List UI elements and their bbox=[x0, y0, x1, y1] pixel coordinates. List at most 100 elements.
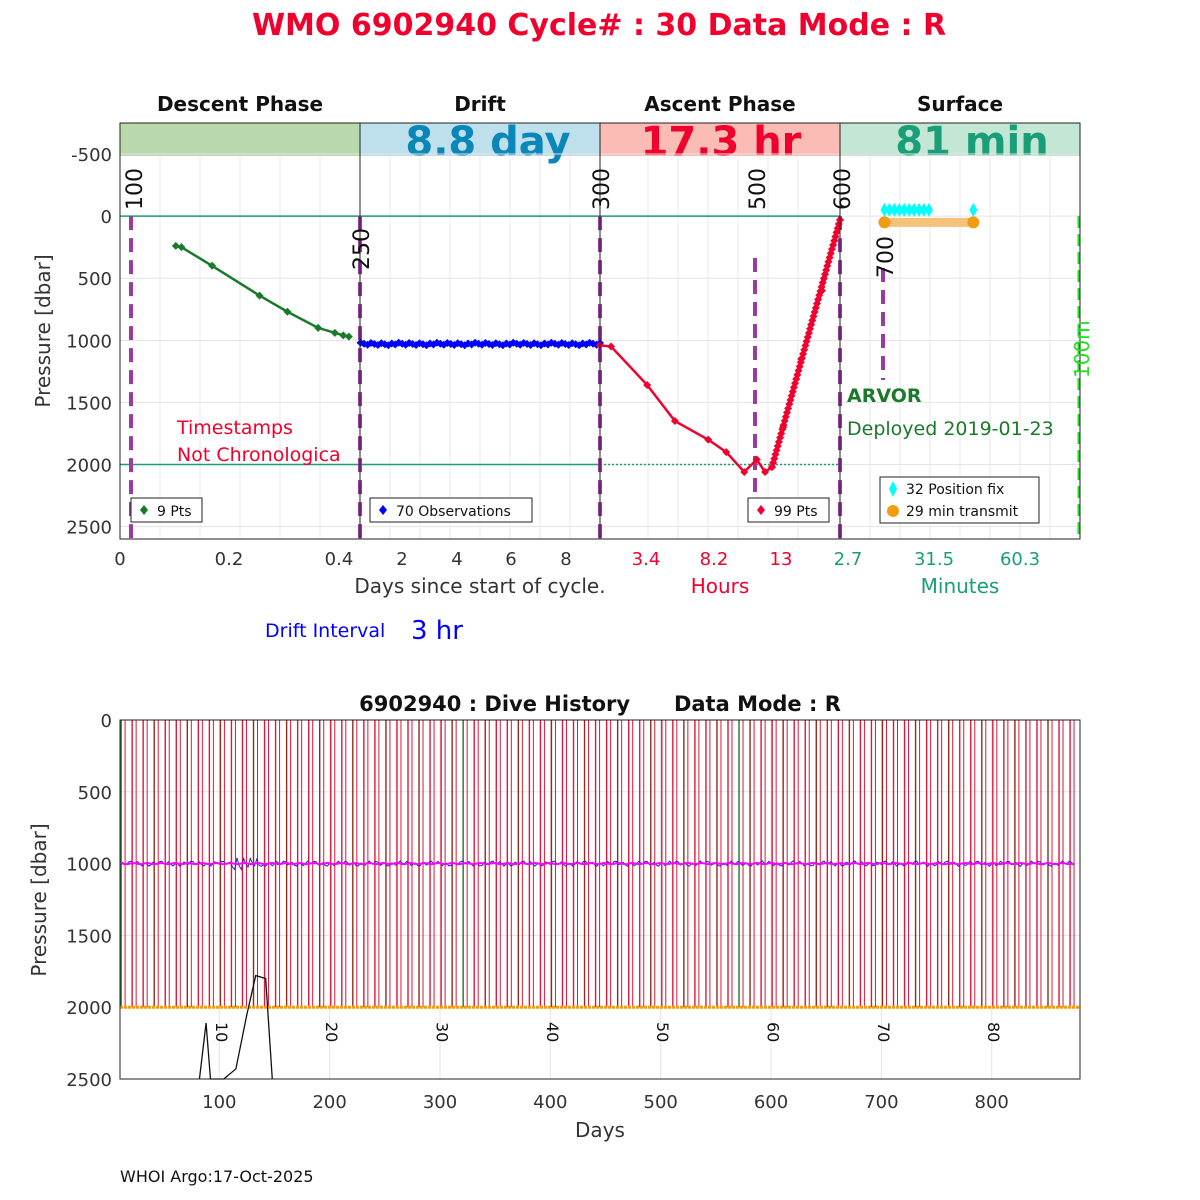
cycle-number-label: 80 bbox=[984, 1022, 1003, 1042]
drift-x-tick-label: 2 bbox=[396, 549, 407, 570]
position-fix-point bbox=[905, 202, 914, 217]
band-descent bbox=[120, 123, 360, 156]
surface-x-tick-label: 2.7 bbox=[834, 549, 863, 570]
legend-tx-label: 29 min transmit bbox=[906, 504, 1019, 520]
float-type: ARVOR bbox=[847, 385, 922, 407]
top-y-tick-label: 1500 bbox=[66, 393, 112, 414]
position-fix-point bbox=[910, 202, 919, 217]
legend-descent: 9 Pts bbox=[130, 497, 203, 523]
ascent-point bbox=[704, 435, 713, 444]
transmit-point bbox=[878, 216, 891, 229]
footer-credit: WHOI Argo:17-Oct-2025 bbox=[120, 1167, 314, 1186]
cycle-number-label: 50 bbox=[653, 1022, 672, 1042]
figure-title: WMO 6902940 Cycle# : 30 Data Mode : R bbox=[252, 8, 946, 43]
legend-ascent-marker bbox=[757, 505, 765, 515]
position-fix-point bbox=[924, 202, 933, 217]
xlabel-minutes: Minutes bbox=[921, 574, 1000, 598]
bottom-x-ticks: 100 200 300 400 500 600 700 800 bbox=[202, 1092, 1009, 1113]
bottom-y-tick-label: 1000 bbox=[66, 855, 112, 876]
ascent-x-tick-label: 3.4 bbox=[632, 549, 661, 570]
bottom-x-tick-label: 800 bbox=[975, 1092, 1009, 1113]
top-x-ticks: 0 0.2 0.4 2 4 6 8 3.4 8.2 13 2.7 31.5 60.3 bbox=[114, 549, 1040, 570]
position-fix-point bbox=[900, 202, 909, 217]
bottom-x-tick-label: 300 bbox=[423, 1092, 457, 1113]
drift-x-tick-label: 6 bbox=[505, 549, 516, 570]
marker-label-250: 250 bbox=[350, 228, 375, 270]
cycle-number-label: 20 bbox=[322, 1022, 341, 1042]
top-y-tick-label: 500 bbox=[78, 269, 112, 290]
descent-point bbox=[208, 261, 217, 270]
grounding-trace bbox=[198, 974, 273, 1080]
bottom-x-tick-label: 200 bbox=[312, 1092, 346, 1113]
band-drift bbox=[360, 123, 600, 156]
bottom-x-tick-label: 100 bbox=[202, 1092, 236, 1113]
descent-point bbox=[283, 307, 292, 316]
bottom-y-tick-label: 0 bbox=[101, 711, 112, 732]
legend-descent-marker bbox=[140, 505, 148, 515]
descent-point bbox=[344, 332, 353, 341]
drift-duration: 8.8 day bbox=[405, 119, 570, 165]
drift-interval-label: Drift Interval bbox=[265, 620, 385, 642]
bottom-y-tick-label: 2000 bbox=[66, 998, 112, 1019]
marker-label-700: 700 bbox=[874, 236, 899, 278]
cycle-number-label: 30 bbox=[432, 1022, 451, 1042]
drift-interval-value: 3 hr bbox=[411, 616, 463, 646]
surface-duration: 81 min bbox=[895, 119, 1048, 165]
descent-x-tick-label: 0.4 bbox=[325, 549, 354, 570]
band-ascent bbox=[600, 123, 840, 156]
xlabel-hours: Hours bbox=[691, 574, 750, 598]
ascent-point bbox=[607, 342, 616, 351]
descent-point bbox=[171, 241, 180, 250]
bottom-y-ticks: 0 500 1000 1500 2000 2500 bbox=[66, 711, 112, 1091]
bottom-plot: 10 20 30 40 50 60 70 80 bbox=[119, 720, 1080, 1080]
cycle-number-label: 60 bbox=[764, 1022, 783, 1042]
drift-x-tick-label: 4 bbox=[451, 549, 462, 570]
position-fix-point bbox=[915, 202, 924, 217]
top-y-ticks: -500 0 500 1000 1500 2000 2500 bbox=[66, 145, 112, 539]
marker-label-100m: 100m bbox=[1070, 320, 1094, 378]
descent-line bbox=[175, 244, 350, 338]
xlabel-days: Days since start of cycle. bbox=[354, 574, 605, 598]
descent-point bbox=[314, 323, 323, 332]
bottom-y-label: Pressure [dbar] bbox=[27, 823, 51, 976]
band-surface bbox=[840, 123, 1080, 156]
ascent-duration: 17.3 hr bbox=[641, 119, 802, 165]
position-fix-point bbox=[880, 202, 889, 217]
bottom-y-tick-label: 2500 bbox=[66, 1070, 112, 1091]
ascent-point bbox=[670, 417, 679, 426]
legend-surface: 32 Position fix 29 min transmit bbox=[879, 476, 1040, 524]
drift-x-tick-label: 8 bbox=[560, 549, 571, 570]
drift-mean-trace bbox=[119, 862, 1074, 866]
bottom-y-tick-label: 500 bbox=[78, 783, 112, 804]
phase-title-descent: Descent Phase bbox=[157, 92, 323, 116]
top-y-tick-label: -500 bbox=[71, 145, 112, 166]
warning-line-2: Not Chronologica bbox=[177, 444, 341, 466]
descent-point bbox=[330, 328, 339, 337]
phase-title-surface: Surface bbox=[917, 92, 1003, 116]
warning-line-1: Timestamps bbox=[176, 417, 293, 439]
position-fix-point bbox=[885, 202, 894, 217]
legend-fix-marker bbox=[889, 481, 897, 497]
descent-point bbox=[339, 331, 348, 340]
deployed-date: Deployed 2019-01-23 bbox=[847, 418, 1054, 440]
ascent-point bbox=[740, 467, 749, 476]
legend-fix-label: 32 Position fix bbox=[906, 482, 1004, 498]
bottom-x-tick-label: 400 bbox=[533, 1092, 567, 1113]
bottom-x-tick-label: 600 bbox=[754, 1092, 788, 1113]
phase-title-ascent: Ascent Phase bbox=[644, 92, 795, 116]
ascent-point bbox=[643, 381, 652, 390]
legend-ascent: 99 Pts bbox=[747, 497, 830, 523]
position-fix-point bbox=[969, 202, 978, 217]
ascent-point bbox=[722, 448, 731, 457]
cycle-number-label: 40 bbox=[543, 1022, 562, 1042]
phase-title-drift: Drift bbox=[454, 92, 506, 116]
bottom-x-label: Days bbox=[575, 1118, 625, 1142]
surface-x-tick-label: 31.5 bbox=[914, 549, 954, 570]
ascent-x-tick-label: 13 bbox=[770, 549, 793, 570]
ascent-point bbox=[752, 455, 761, 464]
descent-point bbox=[177, 243, 186, 252]
legend-tx-marker bbox=[887, 505, 899, 517]
legend-drift-label: 70 Observations bbox=[396, 504, 511, 520]
ascent-x-tick-label: 8.2 bbox=[700, 549, 729, 570]
